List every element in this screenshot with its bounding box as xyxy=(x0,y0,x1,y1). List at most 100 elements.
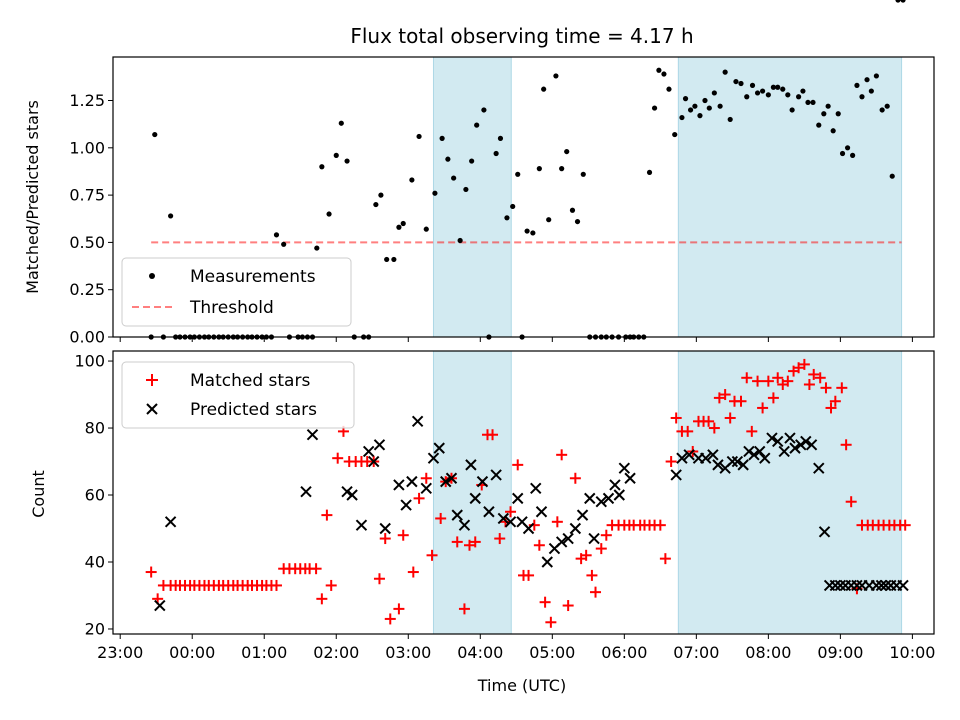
predicted-star-point xyxy=(476,475,489,488)
measurement-point xyxy=(711,90,717,96)
matched-star-point xyxy=(569,472,581,484)
matched-star-point xyxy=(825,402,837,414)
measurement-point xyxy=(692,103,698,109)
measurement-point xyxy=(493,150,499,157)
measurement-point xyxy=(474,122,480,128)
measurement-point xyxy=(854,82,860,88)
count-y-tick-label-0: 20 xyxy=(85,619,105,638)
predicted-star-point xyxy=(613,489,625,501)
measurement-point xyxy=(281,241,287,247)
predicted-star-point xyxy=(451,509,463,521)
measurement-point xyxy=(879,107,885,113)
predicted-star-point xyxy=(595,496,607,508)
measurement-point xyxy=(738,80,744,87)
measurement-point xyxy=(497,135,504,141)
predicted-star-point xyxy=(784,432,796,444)
measurement-point xyxy=(785,92,791,98)
matched-star-point xyxy=(458,603,470,615)
measurement-point xyxy=(789,107,795,113)
measurement-point xyxy=(423,226,429,232)
matched-star-point xyxy=(533,539,545,551)
predicted-star-point xyxy=(541,556,553,568)
predicted-star-point xyxy=(469,492,481,505)
measurement-point xyxy=(780,86,786,92)
measurement-point xyxy=(864,77,870,83)
matched-star-point xyxy=(384,613,396,625)
matched-star-point xyxy=(836,382,848,394)
measurement-point xyxy=(314,245,320,251)
predicted-star-point xyxy=(726,455,739,468)
x-tick-label-1: 00:00 xyxy=(169,643,215,662)
predicted-star-point xyxy=(440,475,452,488)
predicted-star-point xyxy=(699,452,712,464)
matched-star-point xyxy=(469,536,481,548)
predicted-star-point xyxy=(154,599,166,612)
matched-star-point xyxy=(451,536,463,548)
measurement-point xyxy=(530,230,536,236)
measurement-point xyxy=(744,94,750,100)
predicted-star-point xyxy=(406,475,418,488)
measurement-point xyxy=(515,171,521,177)
predicted-star-point xyxy=(805,439,818,451)
x-tick-label-4: 03:00 xyxy=(385,643,431,662)
x-tick-label-5: 04:00 xyxy=(457,643,503,662)
predicted-star-point xyxy=(870,579,883,592)
measurement-point xyxy=(765,92,771,98)
matched-star-point xyxy=(682,425,694,437)
predicted-star-point xyxy=(400,499,412,511)
x-tick-label-3: 02:00 xyxy=(313,643,359,662)
matched-star-point xyxy=(845,496,857,508)
measurement-point xyxy=(850,152,856,158)
predicted-star-point xyxy=(562,532,574,545)
predicted-star-point xyxy=(683,449,695,461)
predicted-star-point xyxy=(800,435,812,448)
measurement-point xyxy=(733,78,739,85)
measurement-point xyxy=(333,152,339,158)
measurement-point xyxy=(564,148,570,155)
predicted-star-point xyxy=(588,532,600,545)
measurement-point xyxy=(432,190,438,196)
ratio-panel-frame xyxy=(112,56,935,338)
measurement-point xyxy=(416,133,422,140)
ratio-y-tick-label-4: 1.00 xyxy=(69,138,105,157)
measurement-point xyxy=(810,99,816,106)
measurement-point xyxy=(666,86,672,92)
count-panel-frame xyxy=(112,350,935,635)
predicted-star-point xyxy=(676,452,688,464)
count-shaded-interval-0 xyxy=(432,350,512,635)
predicted-star-point xyxy=(743,445,755,458)
predicted-star-point xyxy=(569,522,582,535)
matched-star-point xyxy=(545,616,557,628)
measurement-point xyxy=(754,90,761,96)
matched-star-point xyxy=(316,593,328,605)
ratio-shaded-interval-0 xyxy=(432,56,512,338)
count-legend: Matched stars Predicted stars xyxy=(121,361,355,429)
matched-star-point xyxy=(820,382,832,394)
matched-star-point xyxy=(741,372,753,384)
measurement-point xyxy=(835,111,841,117)
predicted-star-point xyxy=(737,459,749,471)
measurement-point xyxy=(400,220,406,227)
measurement-point xyxy=(800,88,806,94)
predicted-star-point xyxy=(707,449,719,461)
measurement-point xyxy=(722,69,728,75)
measurement-point xyxy=(873,73,879,79)
matched-star-point xyxy=(767,392,779,404)
measurement-point xyxy=(770,84,777,90)
predicted-star-point xyxy=(411,415,424,428)
predicted-star-point xyxy=(367,455,380,468)
count-panel: 20 40 60 80 100 23:00 00:00 01:00 02:00 03:00 04:… xyxy=(29,350,935,695)
matched-star-point xyxy=(494,533,506,545)
predicted-star-point xyxy=(164,516,177,528)
measurement-point xyxy=(816,122,822,128)
predicted-star-point xyxy=(772,435,784,448)
predicted-star-point xyxy=(346,489,358,501)
legend-measurements: Measurements xyxy=(190,267,316,287)
matched-star-point xyxy=(595,543,607,555)
matched-star-point xyxy=(270,579,282,591)
x-tick-label-8: 07:00 xyxy=(673,643,719,662)
predicted-star-point xyxy=(355,519,368,531)
measurement-point xyxy=(504,215,510,221)
measurement-point xyxy=(553,73,559,79)
predicted-star-point xyxy=(497,512,510,525)
